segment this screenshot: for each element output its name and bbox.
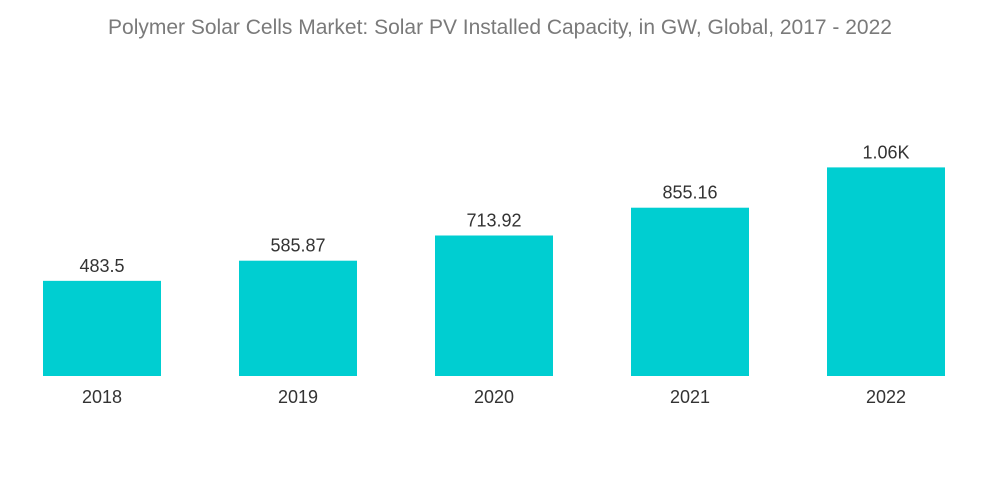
chart-title: Polymer Solar Cells Market: Solar PV Ins… (108, 16, 892, 39)
bar-2020 (435, 235, 553, 376)
x-tick-label-2018: 2018 (82, 387, 122, 407)
x-tick-label-2019: 2019 (278, 387, 318, 407)
x-axis-tick-labels: 2018 2019 2020 2021 2022 (82, 387, 906, 407)
data-label-2019: 585.87 (270, 236, 325, 256)
bars-layer (43, 167, 945, 376)
bar-2021 (631, 207, 749, 376)
x-tick-label-2020: 2020 (474, 387, 514, 407)
data-label-2018: 483.5 (79, 256, 124, 276)
x-tick-label-2021: 2021 (670, 387, 710, 407)
x-tick-label-2022: 2022 (866, 387, 906, 407)
data-label-2022: 1.06K (862, 142, 909, 162)
bar-2018 (43, 280, 161, 376)
bar-2022 (827, 167, 945, 376)
data-label-2021: 855.16 (662, 183, 717, 203)
data-labels-layer: 483.5 585.87 713.92 855.16 1.06K (79, 142, 909, 275)
bar-2019 (239, 260, 357, 376)
data-label-2020: 713.92 (466, 211, 521, 231)
